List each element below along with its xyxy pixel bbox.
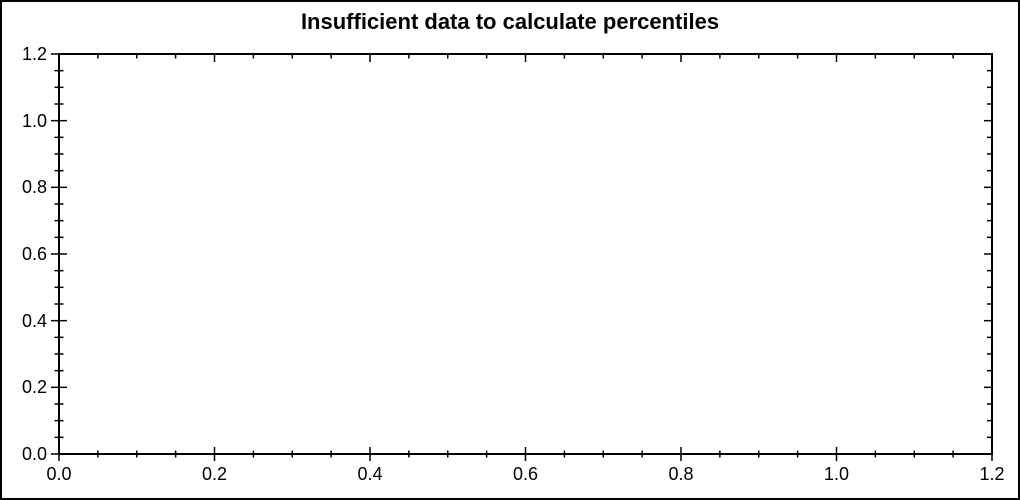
x-axis-tick-label: 0.0 bbox=[46, 464, 72, 484]
y-axis-tick-label: 0.4 bbox=[21, 310, 47, 331]
y-axis-ticks bbox=[51, 53, 992, 455]
x-axis-tick-label: 0.6 bbox=[512, 464, 539, 484]
chart-title: Insufficient data to calculate percentil… bbox=[300, 9, 720, 34]
x-axis-tick-label: 0.2 bbox=[201, 464, 228, 484]
x-axis-tick-label: 0.8 bbox=[668, 464, 694, 484]
y-axis-tick-label: 0.8 bbox=[21, 177, 47, 198]
plot-frame bbox=[58, 53, 993, 455]
y-axis-tick-label: 1.2 bbox=[21, 44, 47, 64]
x-axis-tick-label: 1.0 bbox=[823, 464, 850, 484]
x-axis-tick-label: 0.4 bbox=[357, 464, 383, 484]
y-axis-tick-label: 0.0 bbox=[21, 444, 47, 464]
y-axis-tick-label: 0.2 bbox=[21, 377, 47, 398]
y-axis-tick-label: 1.0 bbox=[21, 110, 47, 131]
x-axis-ticks bbox=[58, 54, 993, 461]
y-axis-tick-label: 0.6 bbox=[21, 244, 47, 264]
x-axis-tick-label: 1.2 bbox=[979, 464, 1005, 484]
